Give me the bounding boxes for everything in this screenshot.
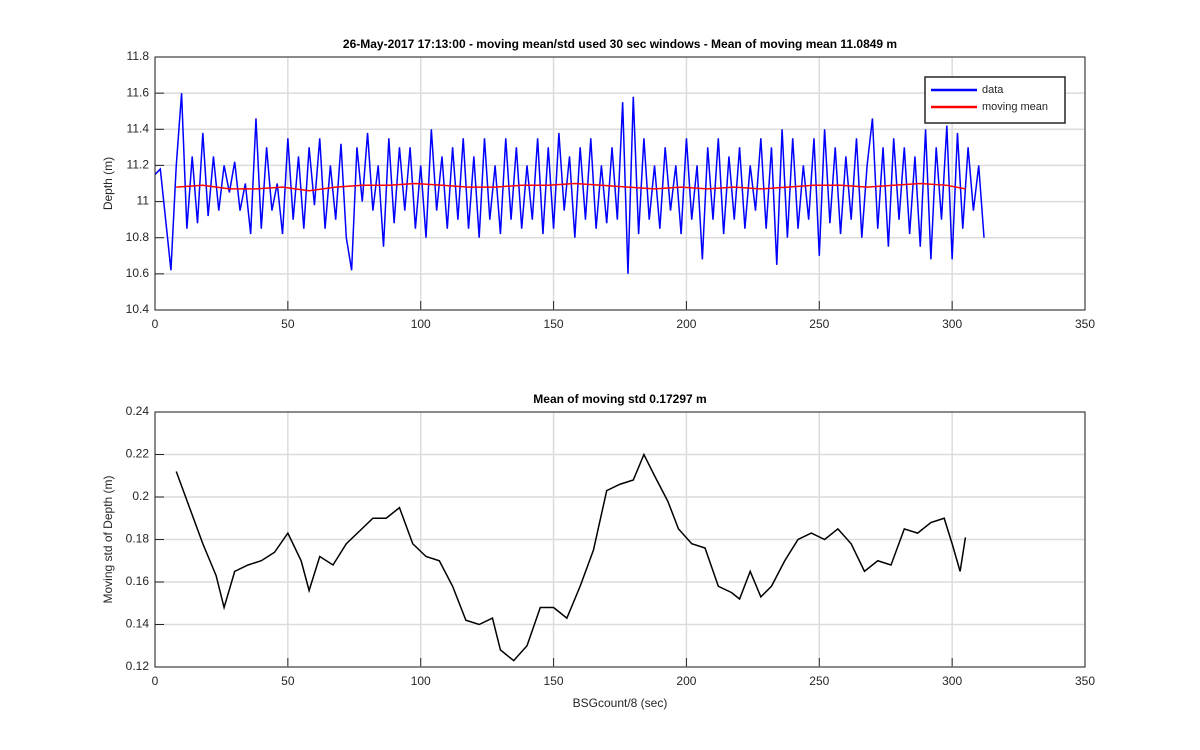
x-tick-label: 100 [411, 674, 431, 688]
y-tick-label: 11.4 [127, 121, 150, 135]
x-tick-label: 350 [1075, 674, 1095, 688]
y-tick-label: 10.6 [126, 266, 150, 280]
x-tick-label: 0 [152, 674, 159, 688]
series-line [176, 182, 966, 192]
x-tick-label: 250 [809, 674, 829, 688]
y-tick-label: 10.8 [126, 230, 150, 244]
x-tick-label: 0 [152, 317, 159, 331]
y-axis-label: Moving std of Depth (m) [101, 475, 115, 603]
y-tick-label: 11.2 [127, 158, 150, 172]
x-tick-label: 200 [676, 317, 696, 331]
x-tick-label: 100 [411, 317, 431, 331]
y-axis-label: Depth (m) [101, 157, 115, 210]
y-tick-label: 0.2 [132, 489, 149, 503]
x-tick-label: 200 [676, 674, 696, 688]
x-tick-label: 150 [544, 674, 564, 688]
y-tick-label: 10.4 [126, 302, 150, 316]
legend-label: data [982, 84, 1004, 96]
series-line [154, 93, 985, 274]
y-tick-label: 0.16 [126, 574, 150, 588]
legend-label: moving mean [982, 101, 1048, 113]
y-tick-label: 11.6 [127, 85, 150, 99]
x-tick-label: 250 [809, 317, 829, 331]
legend-box [924, 76, 1066, 124]
axes-frame [154, 411, 1086, 668]
x-tick-label: 50 [281, 317, 295, 331]
axes-frame [154, 56, 1086, 311]
legend: data moving mean [924, 76, 1066, 124]
x-tick-label: 300 [942, 317, 962, 331]
y-tick-label: 0.14 [126, 617, 150, 631]
chart-title: 26-May-2017 17:13:00 - moving mean/std u… [343, 37, 897, 51]
y-tick-label: 0.24 [126, 404, 150, 418]
x-tick-label: 350 [1075, 317, 1095, 331]
series-line [175, 452, 967, 662]
x-axis-label: BSGcount/8 (sec) [573, 696, 668, 710]
chart-title: Mean of moving std 0.17297 m [533, 392, 706, 406]
y-tick-label: 0.22 [126, 447, 150, 461]
y-tick-label: 11 [137, 194, 150, 208]
x-tick-label: 300 [942, 674, 962, 688]
x-tick-label: 50 [281, 674, 295, 688]
x-tick-label: 150 [544, 317, 564, 331]
y-tick-label: 11.8 [127, 49, 150, 63]
y-tick-label: 0.18 [126, 532, 150, 546]
y-tick-label: 0.12 [126, 659, 150, 673]
